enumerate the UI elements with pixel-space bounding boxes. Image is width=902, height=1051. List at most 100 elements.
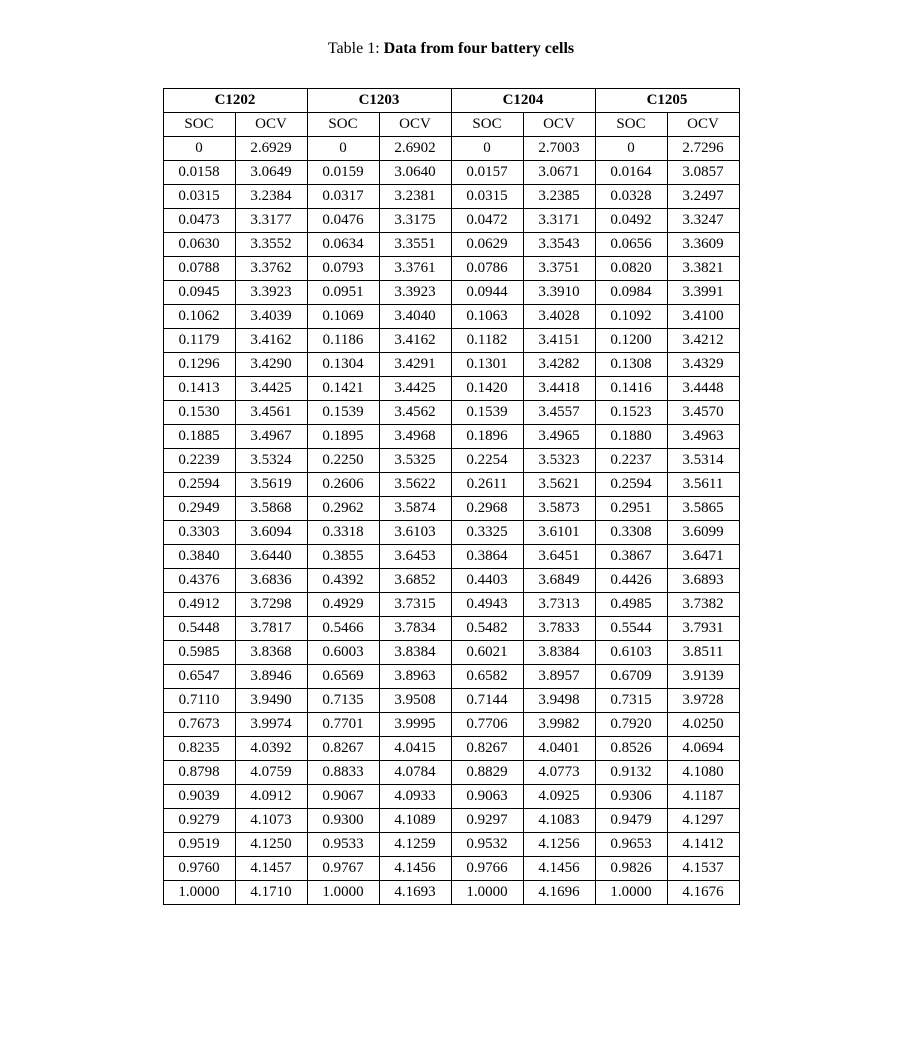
table-cell: 0.2968 (451, 497, 523, 521)
table-cell: 0.0820 (595, 257, 667, 281)
table-cell: 4.1256 (523, 833, 595, 857)
table-cell: 0.0634 (307, 233, 379, 257)
table-cell: 4.0401 (523, 737, 595, 761)
table-cell: 0.5448 (163, 617, 235, 641)
table-cell: 0.2594 (595, 473, 667, 497)
table-cell: 0.4376 (163, 569, 235, 593)
cell-header-c1203: C1203 (307, 89, 451, 113)
table-cell: 0.0472 (451, 209, 523, 233)
table-cell: 3.6893 (667, 569, 739, 593)
table-cell: 3.9490 (235, 689, 307, 713)
table-cell: 0.9519 (163, 833, 235, 857)
table-cell: 0.0492 (595, 209, 667, 233)
table-cell: 0.0159 (307, 161, 379, 185)
table-cell: 1.0000 (163, 881, 235, 905)
battery-data-table: C1202C1203C1204C1205 SOCOCVSOCOCVSOCOCVS… (163, 88, 740, 905)
table-cell: 0 (451, 137, 523, 161)
table-cell: 0.0786 (451, 257, 523, 281)
table-cell: 0.2250 (307, 449, 379, 473)
table-row: 0.12963.42900.13043.42910.13013.42820.13… (163, 353, 739, 377)
table-cell: 3.3175 (379, 209, 451, 233)
table-cell: 4.1696 (523, 881, 595, 905)
table-row: 0.65473.89460.65693.89630.65823.89570.67… (163, 665, 739, 689)
table-cell: 3.3177 (235, 209, 307, 233)
table-cell: 3.3552 (235, 233, 307, 257)
table-cell: 3.7382 (667, 593, 739, 617)
table-cell: 3.5611 (667, 473, 739, 497)
table-cell: 2.6902 (379, 137, 451, 161)
table-row: 0.76733.99740.77013.99950.77063.99820.79… (163, 713, 739, 737)
table-cell: 3.5874 (379, 497, 451, 521)
table-row: 0.54483.78170.54663.78340.54823.78330.55… (163, 617, 739, 641)
table-row: 0.18853.49670.18953.49680.18963.49650.18… (163, 425, 739, 449)
table-cell: 0.7144 (451, 689, 523, 713)
table-cell: 0.0158 (163, 161, 235, 185)
table-cell: 3.7817 (235, 617, 307, 641)
table-cell: 4.1693 (379, 881, 451, 905)
table-cell: 0.0984 (595, 281, 667, 305)
table-cell: 3.5619 (235, 473, 307, 497)
table-cell: 0.1301 (451, 353, 523, 377)
table-cell: 4.1676 (667, 881, 739, 905)
table-cell: 3.6103 (379, 521, 451, 545)
table-cell: 4.1457 (235, 857, 307, 881)
table-row: 1.00004.17101.00004.16931.00004.16961.00… (163, 881, 739, 905)
table-cell: 3.6451 (523, 545, 595, 569)
table-cell: 2.7296 (667, 137, 739, 161)
table-cell: 3.2385 (523, 185, 595, 209)
table-row: 0.22393.53240.22503.53250.22543.53230.22… (163, 449, 739, 473)
table-cell: 0.1420 (451, 377, 523, 401)
table-cell: 0.7920 (595, 713, 667, 737)
table-cell: 3.4291 (379, 353, 451, 377)
table-cell: 4.0250 (667, 713, 739, 737)
table-row: 0.25943.56190.26063.56220.26113.56210.25… (163, 473, 739, 497)
table-cell: 3.3991 (667, 281, 739, 305)
table-cell: 0.0788 (163, 257, 235, 281)
sub-header-ocv: OCV (667, 113, 739, 137)
table-cell: 3.4561 (235, 401, 307, 425)
table-cell: 0.9306 (595, 785, 667, 809)
table-cell: 3.4282 (523, 353, 595, 377)
table-cell: 3.5873 (523, 497, 595, 521)
table-cell: 3.4162 (235, 329, 307, 353)
table-cell: 3.4162 (379, 329, 451, 353)
table-cell: 3.6471 (667, 545, 739, 569)
table-cell: 3.9508 (379, 689, 451, 713)
table-cell: 3.9995 (379, 713, 451, 737)
table-cell: 0.6103 (595, 641, 667, 665)
table-cell: 0.2237 (595, 449, 667, 473)
table-cell: 0.7135 (307, 689, 379, 713)
caption-label: Table 1: (328, 40, 384, 57)
table-caption: Table 1: Data from four battery cells (20, 40, 882, 58)
table-cell: 3.4968 (379, 425, 451, 449)
table-cell: 3.8368 (235, 641, 307, 665)
table-cell: 3.4963 (667, 425, 739, 449)
table-cell: 3.4329 (667, 353, 739, 377)
table-row: 02.692902.690202.700302.7296 (163, 137, 739, 161)
table-cell: 0.1895 (307, 425, 379, 449)
table-cell: 3.7834 (379, 617, 451, 641)
table-cell: 0.4912 (163, 593, 235, 617)
table-cell: 0.5482 (451, 617, 523, 641)
table-cell: 3.5622 (379, 473, 451, 497)
table-cell: 0.0951 (307, 281, 379, 305)
table-cell: 3.3171 (523, 209, 595, 233)
table-cell: 0.1308 (595, 353, 667, 377)
table-cell: 0.0315 (163, 185, 235, 209)
table-cell: 4.1456 (523, 857, 595, 881)
table-cell: 3.4425 (379, 377, 451, 401)
table-cell: 1.0000 (307, 881, 379, 905)
table-cell: 0.1421 (307, 377, 379, 401)
table-row: 0.71103.94900.71353.95080.71443.94980.73… (163, 689, 739, 713)
table-cell: 0.3308 (595, 521, 667, 545)
table-cell: 3.6094 (235, 521, 307, 545)
table-cell: 4.1250 (235, 833, 307, 857)
table-cell: 3.3751 (523, 257, 595, 281)
table-cell: 3.8946 (235, 665, 307, 689)
table-cell: 3.5868 (235, 497, 307, 521)
table-cell: 3.4425 (235, 377, 307, 401)
table-cell: 0.0945 (163, 281, 235, 305)
sub-header-soc: SOC (163, 113, 235, 137)
table-cell: 0.7706 (451, 713, 523, 737)
group-header-row: C1202C1203C1204C1205 (163, 89, 739, 113)
